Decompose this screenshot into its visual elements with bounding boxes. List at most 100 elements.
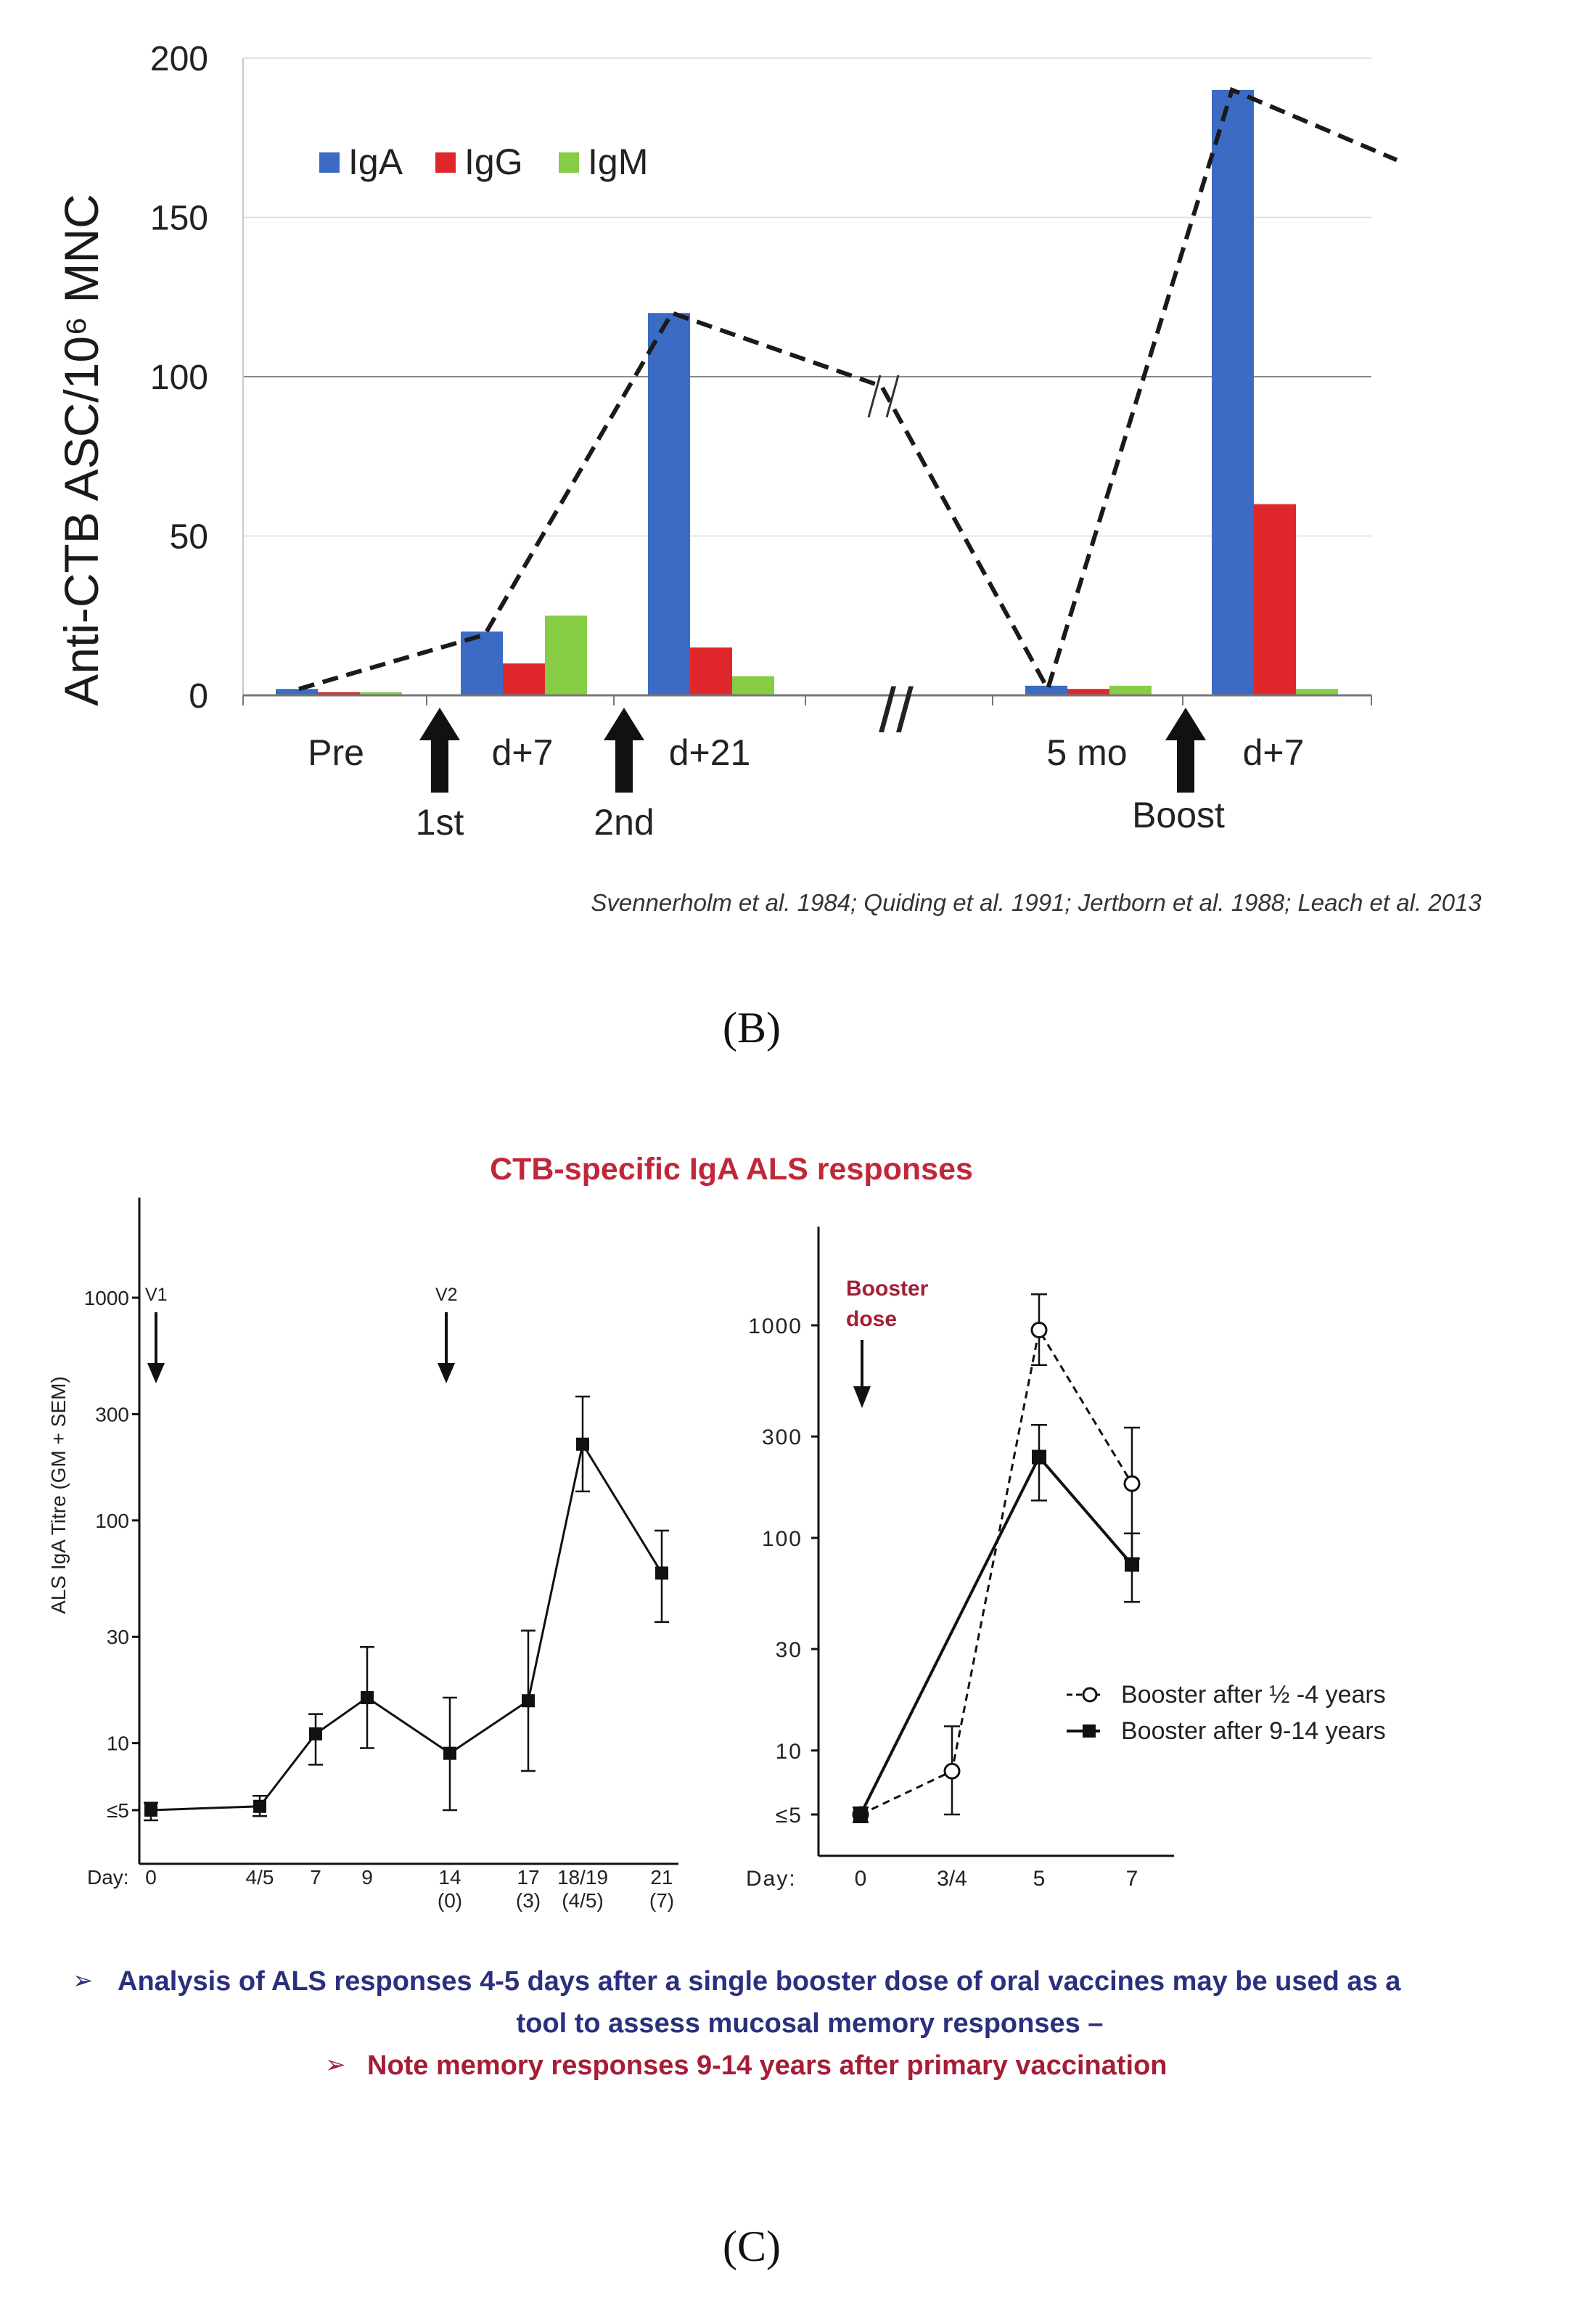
- bullet-1-line-1: Analysis of ALS responses 4-5 days after…: [118, 1966, 1401, 1997]
- left-data-point-3: [361, 1691, 374, 1705]
- left-data-point-6: [576, 1437, 589, 1451]
- left-y-ticks: ≤5 10 30 100 300 1000: [84, 1287, 139, 1822]
- panel-b-gridlines: [242, 57, 1371, 696]
- bar-igg-2: [690, 647, 732, 695]
- category-label-3: 5 mo: [1046, 732, 1127, 773]
- v1-arrow: V1: [145, 1285, 168, 1383]
- bar-igm-4: [1296, 689, 1338, 695]
- dose-label-2nd: 2nd: [594, 802, 654, 843]
- arrow-down-icon: [438, 1363, 455, 1383]
- panel-b-top-break-mark: [867, 375, 900, 418]
- right-series-line-0: [860, 1327, 1133, 1816]
- left-data-point-7: [655, 1566, 668, 1580]
- bar-iga-1: [461, 631, 503, 695]
- legend-swatch-igm: [559, 152, 579, 173]
- panel-b-axis-break-mark: //: [879, 676, 914, 745]
- left-x-tick-label-6: 18/19: [557, 1866, 608, 1889]
- booster-dose-arrow: Booster dose: [846, 1277, 929, 1408]
- right-data-point-square-3: [1125, 1557, 1139, 1572]
- right-data-point-circle-1: [943, 1762, 961, 1780]
- panel-c-bullets: ➢ Analysis of ALS responses 4-5 days aft…: [73, 1966, 1401, 2081]
- left-y-tick-label-5: 1000: [84, 1287, 129, 1309]
- panel-c-right-chart: ≤5 10 30 100 300 1000 0 3/4 5 7 Day: Booster dos…: [746, 1227, 1386, 1891]
- legend-swatch-igg: [435, 152, 456, 173]
- bar-igg-4: [1254, 504, 1296, 695]
- right-legend-label-long: Booster after 9-14 years: [1121, 1717, 1386, 1745]
- left-data-point-2: [309, 1727, 322, 1740]
- bar-igm-0: [360, 692, 402, 695]
- category-label-4: d+7: [1243, 732, 1305, 773]
- panel-b-bar-chart: 0 50 100 150 200 Anti-CTB ASC/10⁶ MNC Pre d+7…: [54, 40, 1482, 1052]
- y-tick-label-100: 100: [150, 359, 208, 397]
- left-series-line: [150, 1441, 663, 1812]
- bar-iga-0: [276, 689, 318, 695]
- right-x-tick-label-0: 0: [855, 1867, 867, 1891]
- left-x-sublabel-5: (3): [516, 1889, 541, 1912]
- v1-label: V1: [145, 1285, 168, 1305]
- panel-c-left-chart: ≤5 10 30 100 300 1000 0 4/5 7 9 14(0) 17(3) 18/19(4…: [47, 1198, 678, 1912]
- left-x-sublabel-6: (4/5): [562, 1889, 604, 1912]
- panel-b-trend-line: [298, 86, 1398, 695]
- dose-arrow-2nd: 2nd: [594, 708, 654, 843]
- left-x-sublabel-4: (0): [438, 1889, 462, 1912]
- right-y-tick-label-4: 300: [762, 1425, 803, 1449]
- legend-open-circle-icon: [1082, 1687, 1098, 1703]
- arrow-up-icon: [1165, 708, 1206, 793]
- dose-label-1st: 1st: [416, 802, 464, 843]
- right-x-tick-label-2: 5: [1033, 1867, 1046, 1891]
- left-x-tick-label-1: 4/5: [246, 1866, 274, 1889]
- left-x-tick-label-4: 14: [438, 1866, 461, 1889]
- left-x-tick-label-5: 17: [517, 1866, 539, 1889]
- panel-b-y-axis-label: Anti-CTB ASC/10⁶ MNC: [54, 194, 108, 706]
- right-data-point-circle-2: [1030, 1322, 1048, 1339]
- left-x-ticks: 0 4/5 7 9 14(0) 17(3) 18/19(4/5) 21(7): [145, 1866, 674, 1912]
- panel-b-y-ticks: 0 50 100 150 200: [150, 40, 208, 716]
- panel-b-citation: Svennerholm et al. 1984; Quiding et al. …: [591, 889, 1482, 916]
- bullet-2: Note memory responses 9-14 years after p…: [367, 2050, 1168, 2081]
- bar-igg-0: [318, 692, 360, 695]
- panel-b-x-axis: [242, 694, 1372, 705]
- bar-igm-1: [545, 615, 587, 695]
- legend-label-iga: IgA: [348, 142, 403, 182]
- right-series: [852, 1293, 1141, 1823]
- left-y-tick-label-4: 300: [95, 1403, 129, 1425]
- panel-c: CTB-specific IgA ALS responses ≤51030100…: [47, 1152, 1401, 2270]
- panel-c-title: CTB-specific IgA ALS responses: [490, 1152, 973, 1187]
- left-x-tick-label-7: 21: [650, 1866, 673, 1889]
- bar-igg-1: [503, 663, 545, 695]
- bar-igg-3: [1067, 689, 1109, 695]
- y-tick-label-50: 50: [170, 518, 208, 557]
- bar-iga-3: [1025, 685, 1067, 695]
- left-data-point-0: [144, 1804, 157, 1817]
- booster-label-line1: Booster: [846, 1277, 929, 1301]
- right-data-point-square-0: [853, 1807, 868, 1822]
- right-x-tick-label-3: 7: [1126, 1867, 1138, 1891]
- category-label-1: d+7: [492, 732, 554, 773]
- bullet-marker-icon: ➢: [73, 1966, 94, 1995]
- y-tick-label-150: 150: [150, 200, 208, 238]
- panel-c-label: (C): [723, 2222, 781, 2270]
- dose-label-boost: Boost: [1132, 795, 1225, 835]
- bar-iga-2: [648, 313, 690, 695]
- legend-label-igm: IgM: [588, 142, 648, 182]
- bar-iga-4: [1212, 89, 1254, 695]
- right-y-ticks: ≤5 10 30 100 300 1000: [748, 1314, 818, 1828]
- bullet-marker-icon: ➢: [325, 2050, 346, 2079]
- right-y-tick-label-2: 30: [776, 1638, 803, 1662]
- left-y-tick-label-0: ≤5: [107, 1799, 129, 1822]
- left-x-sublabel-7: (7): [649, 1889, 674, 1912]
- left-data-point-1: [253, 1799, 266, 1813]
- bar-igm-2: [732, 676, 774, 695]
- left-data-point-5: [522, 1694, 535, 1708]
- y-tick-label-200: 200: [150, 40, 208, 78]
- left-data-point-4: [443, 1746, 456, 1760]
- v2-label: V2: [435, 1285, 458, 1305]
- category-label-2: d+21: [669, 732, 751, 773]
- dose-arrow-1st: 1st: [416, 708, 464, 843]
- right-y-tick-label-3: 100: [762, 1527, 803, 1551]
- left-x-tick-label-2: 7: [310, 1866, 321, 1889]
- right-y-tick-label-0: ≤5: [776, 1804, 803, 1828]
- arrow-up-icon: [604, 708, 644, 793]
- panel-b-legend: IgA IgG IgM: [319, 142, 648, 182]
- right-data-point-circle-3: [1123, 1475, 1141, 1492]
